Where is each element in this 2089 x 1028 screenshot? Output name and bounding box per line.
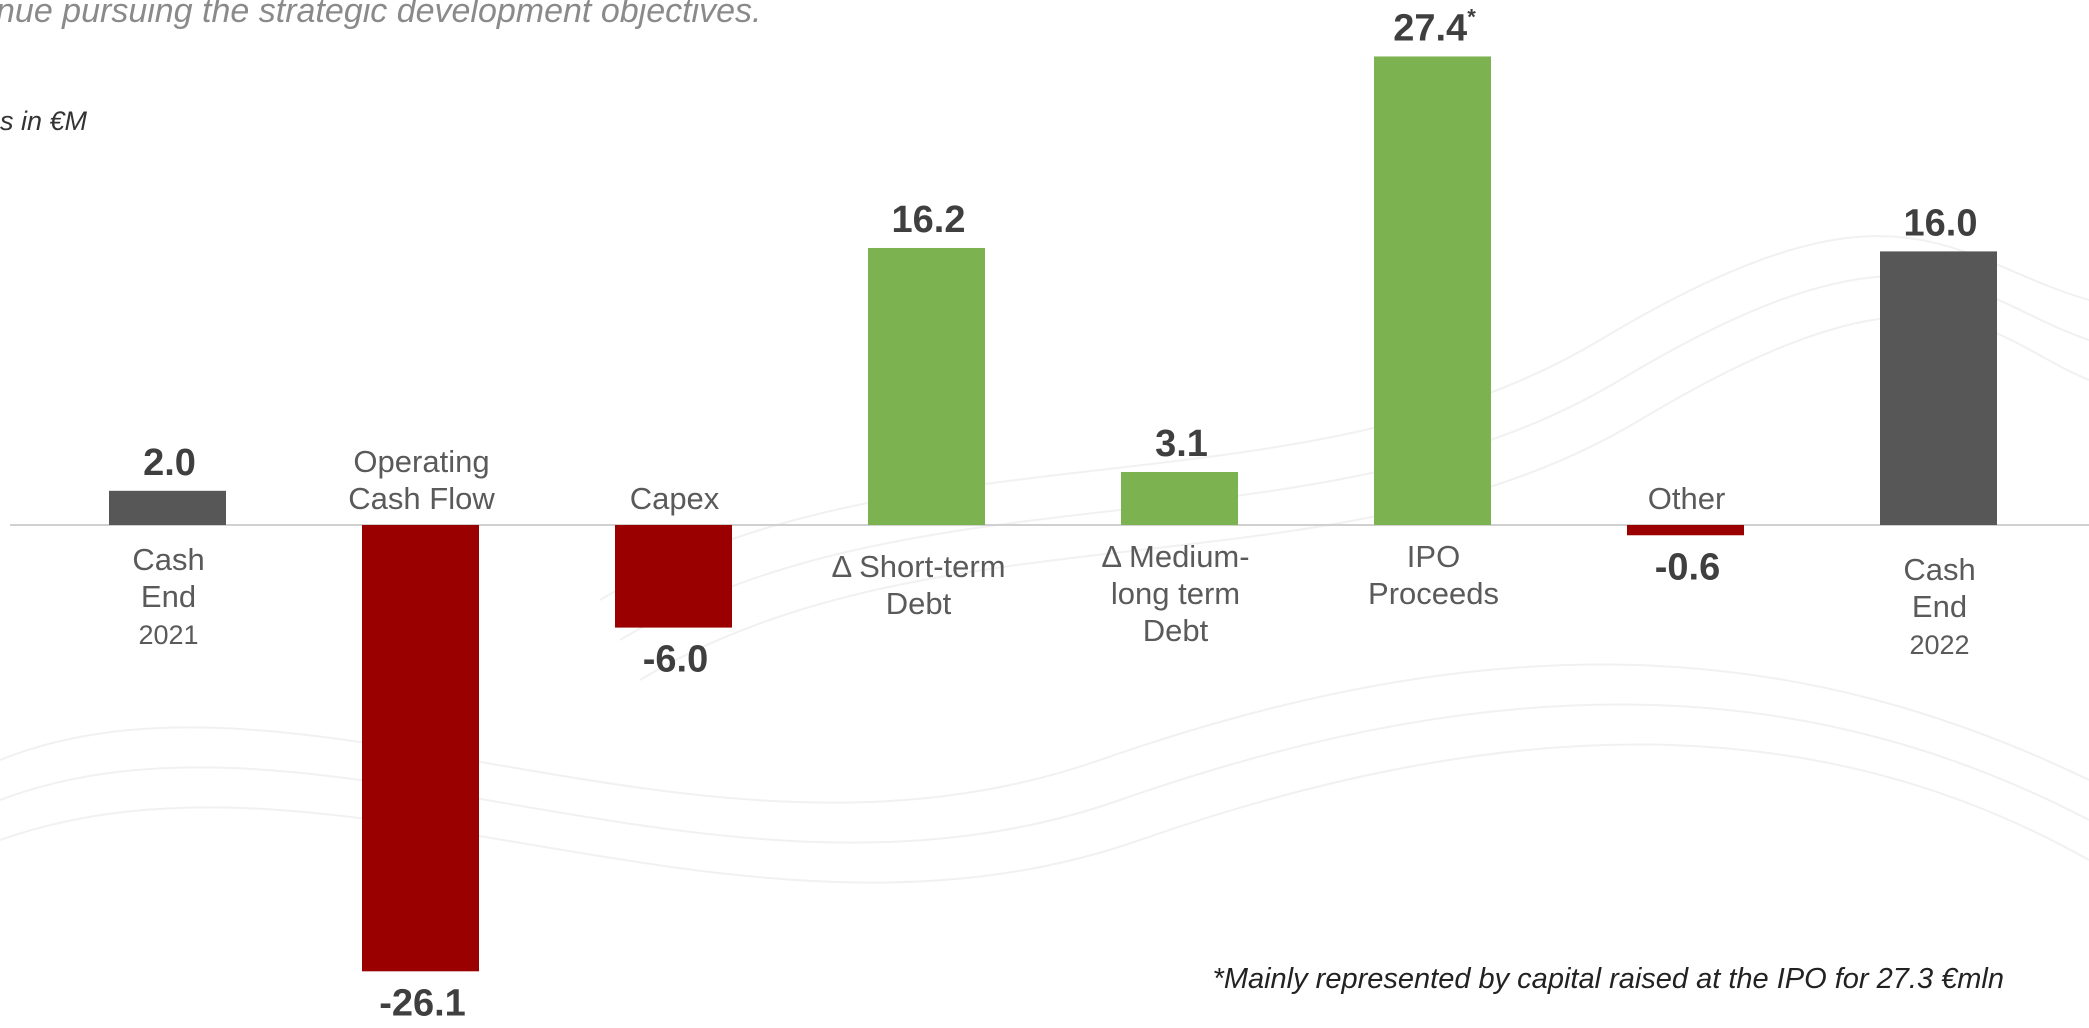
category-label-7-line-1: Other (1648, 481, 1726, 516)
bar-1 (109, 490, 226, 525)
category-label-1-line-2: End (141, 579, 196, 614)
value-label-6: 27.4* (1393, 4, 1476, 49)
category-label-1-line-3: 2021 (138, 620, 198, 650)
bar-4 (868, 247, 985, 526)
bar-5 (1121, 471, 1238, 525)
bar-3 (615, 525, 732, 628)
category-label-3-line-1: Capex (630, 481, 720, 516)
value-label-8: 16.0 (1904, 202, 1978, 244)
value-label-3: -6.0 (643, 639, 708, 681)
category-label-8-line-1: Cash (1903, 552, 1975, 587)
category-label-4-line-1: Δ Short-term (831, 549, 1005, 584)
category-label-6-line-2: Proceeds (1368, 576, 1499, 611)
category-label-5-line-3: Debt (1143, 613, 1209, 648)
value-label-1: 2.0 (143, 442, 196, 484)
category-label-6-line-1: IPO (1407, 539, 1460, 574)
category-label-8-line-3: 2022 (1909, 630, 1969, 660)
unit-note: s in €M (0, 106, 88, 136)
bar-6 (1374, 56, 1491, 526)
value-label-5: 3.1 (1155, 423, 1208, 465)
bar-2 (362, 525, 479, 972)
slide-subtitle: nue pursuing the strategic development o… (0, 0, 762, 30)
category-label-4-line-2: Debt (886, 586, 952, 621)
category-label-5-line-2: long term (1111, 576, 1240, 611)
footnote: *Mainly represented by capital raised at… (1212, 963, 2004, 995)
value-label-7: -0.6 (1655, 546, 1720, 588)
bar-7 (1627, 525, 1744, 536)
category-label-2-line-1: Operating (353, 444, 489, 479)
value-label-2: -26.1 (379, 982, 466, 1024)
category-label-2-line-2: Cash Flow (348, 481, 495, 516)
bar-8 (1880, 251, 1997, 525)
category-label-5-line-1: Δ Medium- (1101, 539, 1249, 574)
category-label-1-line-1: Cash (132, 542, 204, 577)
value-label-4: 16.2 (892, 199, 966, 241)
category-label-8-line-2: End (1912, 589, 1967, 624)
